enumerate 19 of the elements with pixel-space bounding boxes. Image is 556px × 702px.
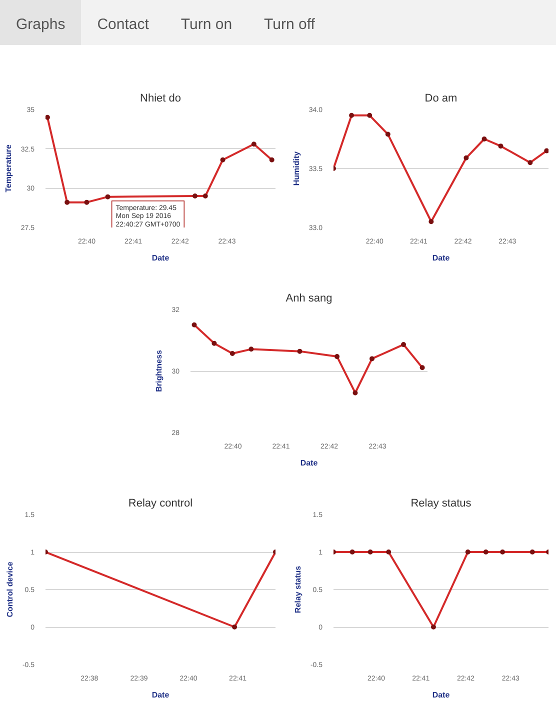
y-axis-title: Temperature	[4, 144, 13, 192]
text: Turn on	[180, 15, 234, 35]
chart-title: Relay status	[410, 498, 472, 510]
text: Graphs	[15, 15, 66, 35]
y-axis-title: Relay status	[293, 565, 302, 614]
chart-title: Relay control	[128, 498, 193, 510]
y-axis-title: Brightness	[154, 350, 164, 392]
text: Turn off	[263, 15, 316, 35]
text: Contact	[96, 15, 150, 35]
chart-title: Anh sang	[286, 292, 332, 304]
x-axis-title: Date	[152, 690, 170, 700]
y-axis-title: Control device	[5, 561, 14, 618]
chart-title: Nhiet do	[140, 92, 181, 104]
x-axis-title: Date	[152, 254, 170, 262]
x-axis-title: Date	[432, 254, 450, 262]
chart-title: Do am	[424, 92, 458, 104]
x-axis-title: Date	[300, 458, 318, 468]
y-axis-title: Humidity	[292, 150, 301, 186]
x-axis-title: Date	[432, 690, 450, 700]
